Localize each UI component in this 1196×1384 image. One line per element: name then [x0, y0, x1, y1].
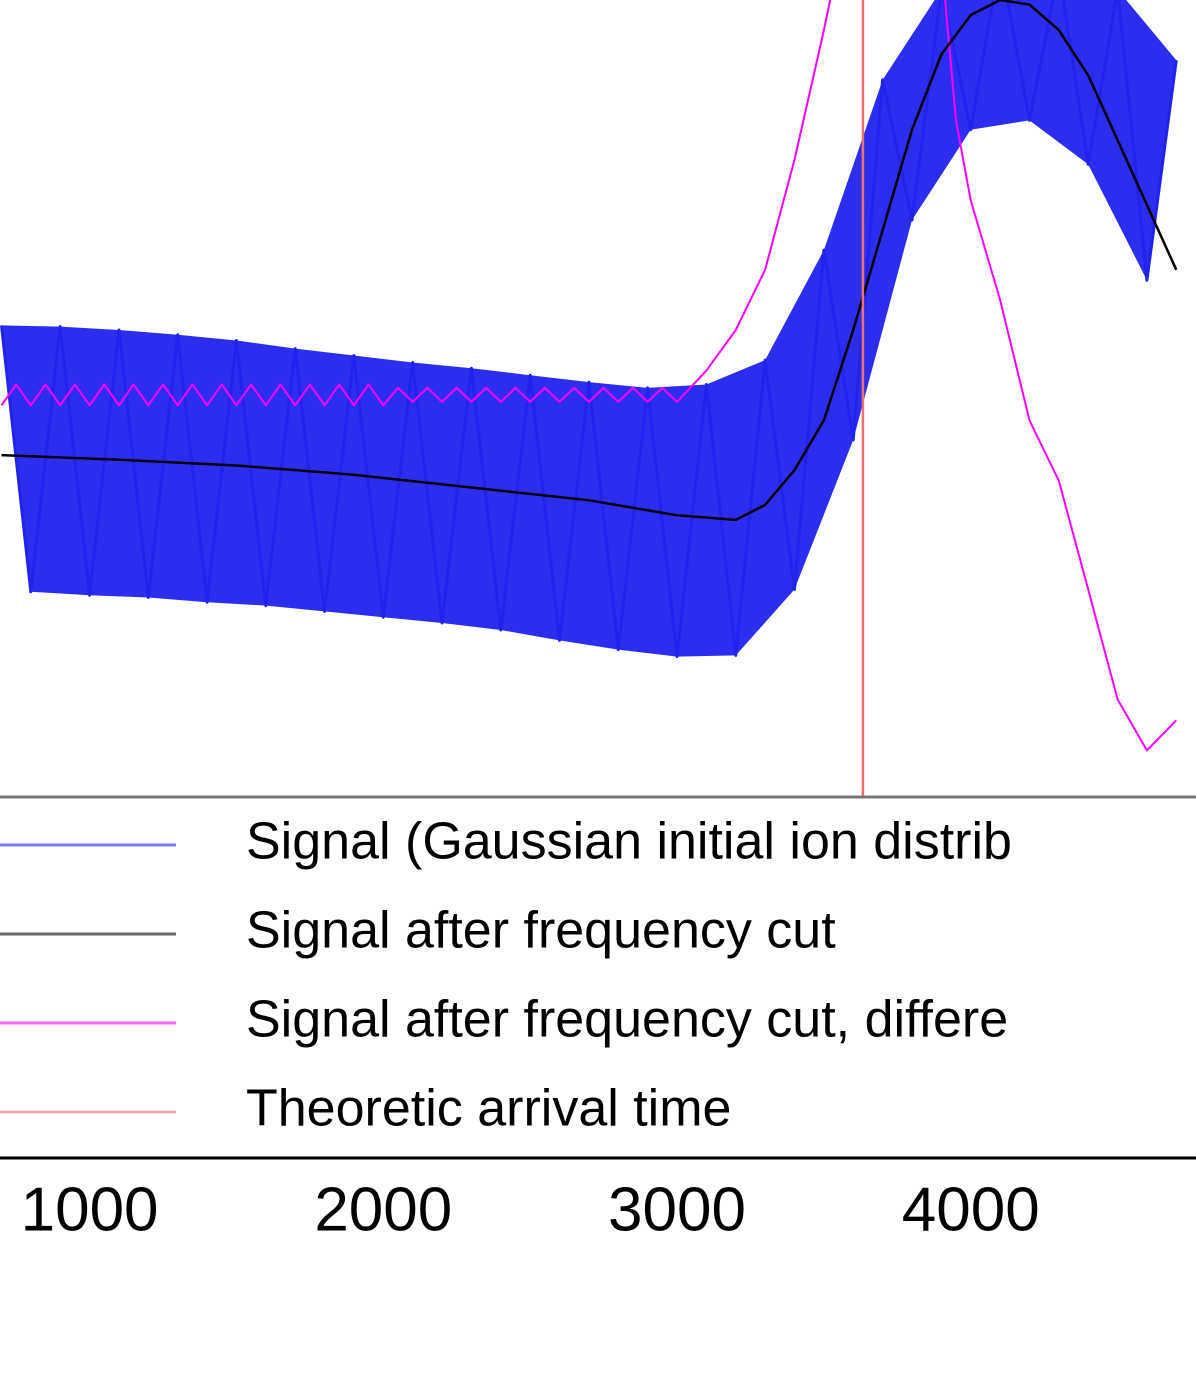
x-tick-label: 3000	[608, 1175, 746, 1244]
legend: Signal (Gaussian initial ion distrib Sign…	[0, 795, 1196, 1160]
legend-label: Signal after frequency cut, differe	[246, 991, 1008, 1049]
legend-label: Theoretic arrival time	[246, 1080, 731, 1138]
signal-line	[0, 0, 1178, 659]
signal-band	[1, 0, 1177, 657]
x-tick-label: 1000	[21, 1175, 159, 1244]
plot-area	[0, 0, 1178, 797]
x-tick-label: 2000	[314, 1175, 452, 1244]
filtered-line	[1, 0, 1178, 522]
differentiated-line	[0, 0, 1178, 752]
x-tick-label: 4000	[902, 1175, 1040, 1244]
legend-box	[0, 795, 1196, 1160]
legend-label: Signal (Gaussian initial ion distrib	[246, 813, 1012, 871]
x-axis: 10002000300040005000	[0, 1156, 1196, 1244]
legend-label: Signal after frequency cut	[246, 902, 836, 960]
